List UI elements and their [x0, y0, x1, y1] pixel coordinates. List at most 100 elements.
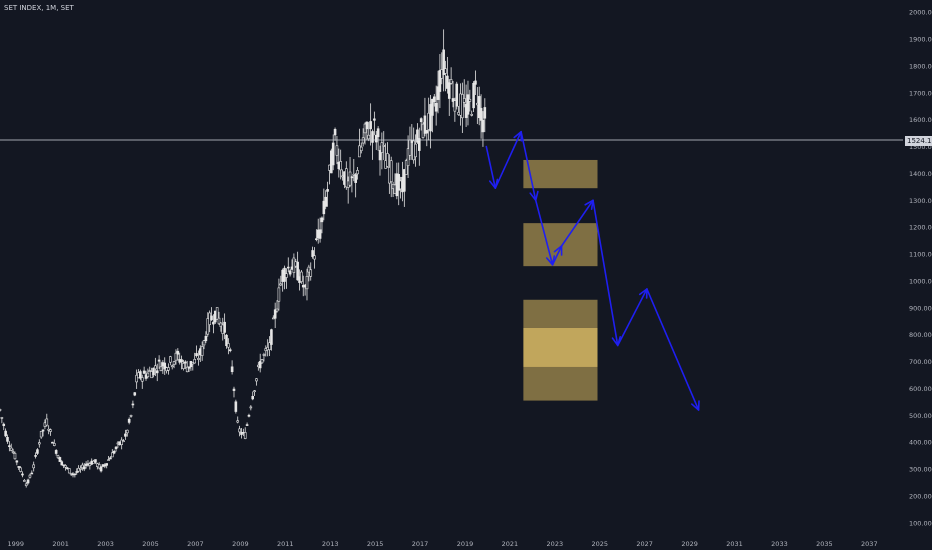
- candle-body: [479, 107, 483, 121]
- forecast-arrowhead: [553, 245, 563, 256]
- forecast-arrowhead: [513, 130, 523, 142]
- candle-body: [300, 271, 303, 282]
- candle-body: [73, 473, 77, 476]
- forecast-arrowhead: [611, 336, 622, 347]
- candle-body: [258, 361, 262, 369]
- x-tick-label: 2029: [681, 540, 698, 548]
- candle-body: [58, 457, 62, 462]
- candle-body: [129, 415, 133, 417]
- x-tick-label: 2031: [726, 540, 743, 548]
- candle-body: [333, 128, 337, 136]
- candle-body: [112, 450, 116, 454]
- candle-body: [449, 79, 453, 84]
- candle-body: [423, 115, 427, 134]
- candle-body: [253, 390, 256, 393]
- candle-body: [403, 169, 406, 192]
- candle-body: [444, 68, 447, 74]
- candle-body: [251, 396, 255, 400]
- y-tick-label: 900.00: [909, 304, 932, 312]
- candle-body: [94, 459, 97, 463]
- candle-body: [230, 366, 234, 373]
- candle-body: [371, 131, 374, 143]
- forecast-arrowhead: [584, 199, 594, 210]
- candle-body: [359, 146, 363, 152]
- candles-layer: [0, 29, 903, 488]
- candle-body: [109, 457, 112, 460]
- y-tick-label: 1400.00: [909, 170, 932, 178]
- forecast-arrowhead: [638, 288, 648, 299]
- candle-body: [23, 480, 26, 482]
- candle-body: [305, 276, 309, 290]
- candle-body: [36, 449, 39, 454]
- target-zone-3[interactable]: [523, 299, 598, 328]
- x-tick-label: 2015: [367, 540, 384, 548]
- forecast-arrow-layer: [485, 130, 700, 411]
- candle-body: [356, 170, 359, 175]
- y-tick-label: 200.00: [909, 493, 932, 501]
- candle-body: [210, 315, 213, 321]
- x-tick-label: 2005: [142, 540, 159, 548]
- y-tick-label: 1000.00: [909, 277, 932, 285]
- y-tick-label: 300.00: [909, 466, 932, 474]
- candle-body: [97, 464, 101, 469]
- candle-body: [184, 361, 187, 364]
- candle-body: [170, 365, 174, 368]
- candle-body: [152, 367, 155, 376]
- candle-body: [406, 148, 410, 166]
- candle-body: [419, 118, 423, 123]
- candle-body: [28, 474, 32, 478]
- candle-body: [247, 414, 251, 417]
- candle-body: [350, 176, 354, 179]
- x-tick-label: 2019: [457, 540, 474, 548]
- candle-body: [99, 466, 103, 472]
- forecast-segment: [616, 288, 648, 347]
- candle-body: [358, 145, 361, 158]
- candle-body: [279, 283, 283, 286]
- candle-body: [432, 96, 436, 103]
- candle-body: [169, 356, 172, 363]
- candle-body: [311, 250, 314, 257]
- candle-body: [122, 440, 125, 443]
- x-tick-label: 2011: [277, 540, 294, 548]
- forecast-segment: [592, 199, 619, 347]
- candle-body: [82, 466, 86, 470]
- candle-body: [361, 137, 365, 144]
- candle-body: [146, 372, 150, 377]
- candle-body: [481, 119, 485, 133]
- forecast-segment: [494, 130, 522, 189]
- target-zone-5[interactable]: [523, 366, 598, 401]
- candle-body: [114, 446, 118, 450]
- candle-body: [425, 130, 429, 134]
- candle-body: [438, 70, 442, 92]
- x-tick-label: 2017: [412, 540, 429, 548]
- candle-body: [238, 428, 241, 433]
- forecast-segment: [646, 288, 700, 411]
- candle-body: [236, 420, 240, 423]
- y-tick-label: 700.00: [909, 358, 932, 366]
- candle-body: [45, 418, 49, 426]
- forecast-segment: [551, 245, 563, 266]
- candle-body: [140, 377, 144, 382]
- candle-body: [200, 346, 204, 356]
- forecast-arrowhead: [488, 178, 499, 189]
- candle-body: [462, 98, 466, 103]
- candle-body: [442, 49, 445, 75]
- target-zone-4[interactable]: [523, 327, 598, 367]
- x-tick-label: 2003: [97, 540, 114, 548]
- candle-body: [260, 359, 264, 364]
- x-tick-label: 2027: [636, 540, 653, 548]
- target-zone-1[interactable]: [523, 159, 598, 189]
- candle-body: [285, 273, 288, 278]
- candle-body: [309, 269, 313, 277]
- target-zone-2[interactable]: [523, 223, 598, 267]
- candle-body: [429, 104, 432, 132]
- candle-body: [373, 118, 376, 121]
- candle-body: [232, 388, 236, 391]
- y-tick-label: 1800.00: [909, 62, 932, 70]
- candle-body: [243, 432, 247, 439]
- candle-body: [365, 121, 369, 130]
- candle-body: [4, 430, 7, 437]
- x-tick-label: 1999: [7, 540, 24, 548]
